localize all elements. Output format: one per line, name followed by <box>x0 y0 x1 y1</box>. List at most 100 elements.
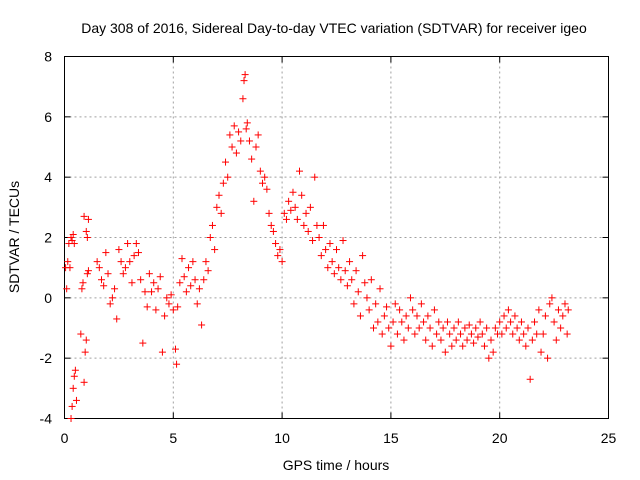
data-point <box>507 318 515 326</box>
data-point <box>476 318 484 326</box>
data-point <box>337 276 345 284</box>
data-point <box>404 324 412 332</box>
data-point <box>269 227 277 235</box>
data-point <box>167 291 175 299</box>
data-point <box>522 342 530 350</box>
data-point <box>439 324 447 332</box>
data-point <box>104 270 112 278</box>
grid <box>64 56 609 419</box>
data-point <box>539 330 547 338</box>
data-point <box>315 234 323 241</box>
data-point <box>533 330 541 338</box>
data-point <box>276 246 284 254</box>
data-point <box>411 330 419 338</box>
y-tick-labels: -4 -2 0 2 4 6 8 <box>40 49 53 427</box>
data-point <box>409 306 417 314</box>
data-point <box>380 312 388 320</box>
data-point <box>515 336 523 344</box>
data-point <box>296 167 304 175</box>
data-point <box>564 306 572 314</box>
data-point <box>141 288 149 296</box>
data-point <box>71 366 79 374</box>
data-point <box>69 384 77 392</box>
data-point <box>113 315 121 323</box>
data-point <box>206 234 214 241</box>
data-point <box>474 333 482 341</box>
y-tick-label: 4 <box>44 169 52 185</box>
data-point <box>369 324 377 332</box>
data-point <box>300 221 308 229</box>
data-points <box>62 71 572 422</box>
data-point <box>365 306 373 314</box>
data-point <box>326 240 334 248</box>
data-point <box>108 294 116 302</box>
data-point <box>413 312 421 320</box>
data-point <box>69 230 77 238</box>
data-point <box>171 345 179 353</box>
data-point <box>63 285 71 293</box>
data-point <box>520 330 528 338</box>
data-point <box>287 206 295 214</box>
data-point <box>165 300 173 308</box>
data-point <box>352 267 360 275</box>
data-point <box>282 215 290 223</box>
y-tick-label: 8 <box>44 49 52 65</box>
data-point <box>83 270 91 278</box>
x-tick-label: 10 <box>274 430 290 446</box>
data-point <box>106 300 114 308</box>
data-point <box>537 348 545 356</box>
data-point <box>248 155 256 163</box>
data-point <box>443 318 451 326</box>
data-point <box>187 282 195 290</box>
data-point <box>378 330 386 338</box>
data-point <box>306 203 314 211</box>
data-point <box>130 252 138 260</box>
data-point <box>215 191 223 199</box>
x-tick-label: 25 <box>601 430 617 446</box>
data-point <box>245 137 253 145</box>
x-tick-label: 5 <box>169 430 177 446</box>
data-point <box>311 173 319 181</box>
data-point <box>64 258 72 266</box>
data-point <box>226 131 234 139</box>
x-tick-labels: 0 5 10 15 20 25 <box>61 430 617 446</box>
data-point <box>119 270 127 278</box>
data-point <box>158 348 166 356</box>
data-point <box>417 300 425 308</box>
data-point <box>289 188 297 196</box>
data-point <box>457 330 465 338</box>
data-point <box>459 342 467 350</box>
data-point <box>437 336 445 344</box>
data-point <box>293 215 301 223</box>
data-point <box>343 282 351 290</box>
data-point <box>137 276 145 284</box>
data-point <box>504 306 512 314</box>
data-point <box>563 330 571 338</box>
x-tick-label: 15 <box>383 430 399 446</box>
data-point <box>219 179 227 187</box>
data-point <box>415 324 423 332</box>
data-point <box>554 306 562 314</box>
data-point <box>68 402 76 410</box>
data-point <box>265 209 273 217</box>
data-point <box>480 342 488 350</box>
data-point <box>200 276 208 284</box>
data-point <box>513 324 521 332</box>
data-point <box>422 336 430 344</box>
data-point <box>78 285 86 293</box>
data-point <box>235 128 243 136</box>
data-point <box>285 197 293 205</box>
data-point <box>487 336 495 344</box>
data-point <box>134 249 142 257</box>
data-point <box>102 249 110 257</box>
data-point <box>84 215 92 223</box>
data-point <box>354 288 362 296</box>
data-point <box>97 276 105 284</box>
data-point <box>433 330 441 338</box>
data-point <box>252 143 260 151</box>
data-point <box>83 234 91 241</box>
data-point <box>350 300 358 308</box>
data-point <box>173 360 181 368</box>
data-point <box>550 318 558 326</box>
data-point <box>361 279 369 287</box>
